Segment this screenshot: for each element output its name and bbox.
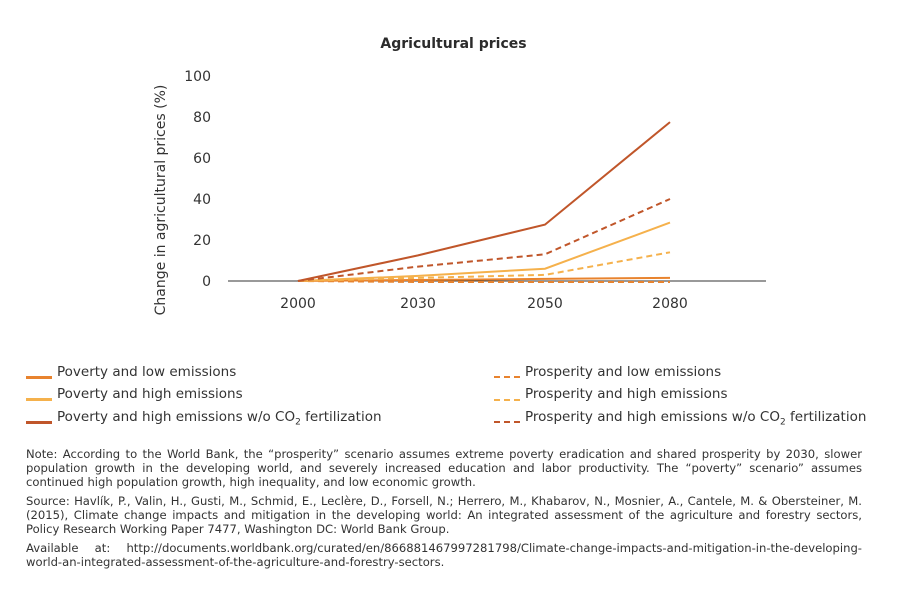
x-tick-label: 2050 <box>527 296 563 312</box>
legend-item: Prosperity and low emissions <box>494 362 866 385</box>
legend-label: Prosperity and high emissions <box>525 386 728 403</box>
y-tick-label: 60 <box>193 151 211 167</box>
series-line-1 <box>297 276 671 282</box>
legend-swatch <box>494 398 520 401</box>
series-line-5 <box>297 251 671 282</box>
x-tick-label: 2080 <box>652 296 688 312</box>
legend-swatch <box>26 375 52 379</box>
series-line-3 <box>297 121 671 282</box>
y-tick-label: 40 <box>193 192 211 208</box>
legend-swatch <box>494 421 520 424</box>
y-tick-label: 80 <box>193 110 211 126</box>
y-tick-label: 20 <box>193 233 211 249</box>
notes-section: Note: According to the World Bank, the “… <box>26 447 862 574</box>
x-tick-label: 2000 <box>280 296 316 312</box>
legend-item: Poverty and low emissions <box>26 362 382 385</box>
note-text: Note: According to the World Bank, the “… <box>26 447 862 489</box>
legend-item: Prosperity and high emissions <box>494 385 866 408</box>
legend-swatch <box>26 398 52 402</box>
y-axis-title: Change in agricultural prices (%) <box>153 85 169 316</box>
legend-right: Prosperity and low emissions Prosperity … <box>494 362 866 430</box>
legend-item: Poverty and high emissions <box>26 385 382 408</box>
legend-label: Poverty and low emissions <box>57 363 237 380</box>
x-tick-label: 2030 <box>400 296 436 312</box>
chart-title: Agricultural prices <box>380 36 527 52</box>
y-tick-label: 100 <box>184 69 211 85</box>
legend-label: Poverty and high emissions w/o CO2 ferti… <box>57 408 382 428</box>
line-chart: 0 20 40 60 80 100 2000 2030 2050 2080 Change in … <box>153 69 766 316</box>
legend-swatch <box>26 420 52 424</box>
legend-label: Poverty and high emissions <box>57 386 243 403</box>
series-line-6 <box>297 198 671 282</box>
available-at-text: Available at: http://documents.worldbank… <box>26 541 862 569</box>
source-text: Source: Havlík, P., Valin, H., Gusti, M.… <box>26 494 862 536</box>
legend-left: Poverty and low emissions Poverty and hi… <box>26 362 382 430</box>
legend-item: Prosperity and high emissions w/o CO2 fe… <box>494 407 866 430</box>
legend-swatch <box>494 376 520 379</box>
legend-item: Poverty and high emissions w/o CO2 ferti… <box>26 407 382 430</box>
legend-label: Prosperity and high emissions w/o CO2 fe… <box>525 408 867 428</box>
y-tick-label: 0 <box>202 274 211 290</box>
series-line-4 <box>297 280 670 283</box>
series-line-2 <box>297 221 671 282</box>
legend-label: Prosperity and low emissions <box>525 363 722 380</box>
